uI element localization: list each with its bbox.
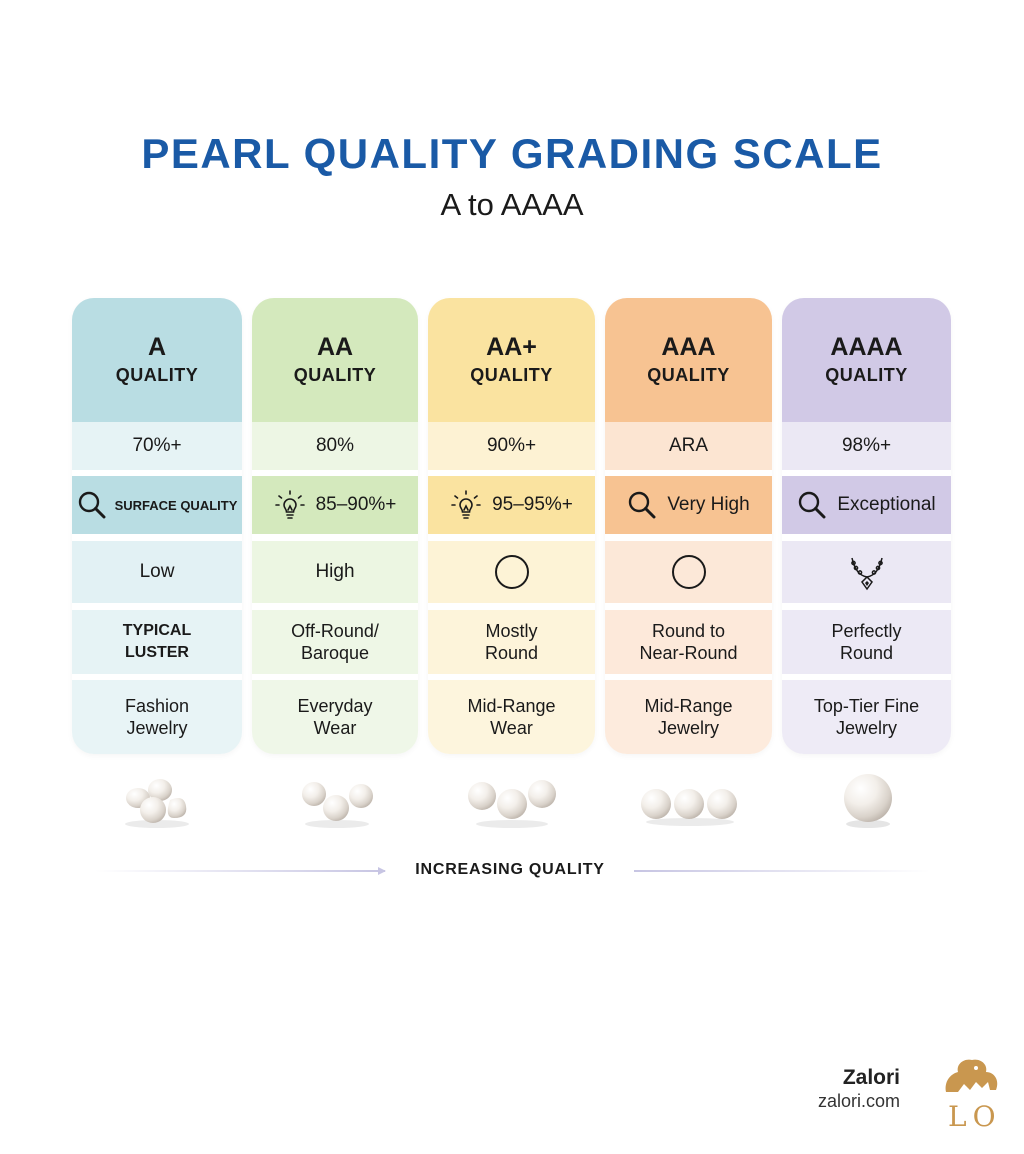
grade-column-aa-plus: AA+ QUALITY 90%+ 95–95%+ Mostly Round Mid… [428,298,595,754]
grade-label: AA+ [486,333,537,361]
shape-line-1: Off-Round/ [291,621,379,641]
round-pearl-trio [641,789,737,826]
quality-label: QUALITY [825,365,908,385]
logo-text: LO [948,1100,1002,1133]
surface-cell: 85–90%+ [252,476,418,534]
shape-cell: Round to Near-Round [605,610,772,674]
grade-column-aa: AA QUALITY 80% 85–90%+ High Off-Round/Ba… [252,298,418,754]
grade-label: AA [316,333,354,361]
shape-line-1: Mostly [485,621,538,641]
use-cell: Mid-Range Jewelry [605,680,772,754]
use-line-2: Wear [313,718,357,738]
percent-cell: 98%+ [782,422,951,470]
increasing-quality-label: INCREASING QUALITY [415,861,605,878]
surface-label: Exceptional [837,494,936,515]
shape-line-2: Near-Round [639,643,738,663]
percent-cell: 80% [252,422,418,470]
use-cell: Fashion Jewelry [72,680,242,754]
surface-label: 95–95%+ [492,494,573,515]
brand-name: Zalori [842,1066,900,1089]
mostly-round-pearl-trio [468,780,556,828]
quality-label: QUALITY [293,365,377,385]
shape-line-2: Baroque [300,643,370,663]
surface-label: Very High [667,494,750,515]
lightbulb-icon [274,490,305,519]
luster-cell [782,541,951,603]
quality-label: QUALITY [647,365,730,385]
grade-header: AA+ QUALITY [428,298,595,422]
use-line-2: Jewelry [835,718,897,738]
grade-header: AAAA QUALITY [782,298,951,422]
use-line-2: Wear [490,718,533,738]
surface-label: SURFACE QUALITY [114,497,238,513]
irregular-pearl-cluster [125,779,189,828]
surface-cell: Very High [605,476,772,534]
grade-label: A [147,333,167,361]
quality-arrow-left [95,870,385,872]
shape-line-1: TYPICAL [122,622,192,639]
lion-icon [945,1059,998,1092]
shape-line-1: Round to [651,621,726,641]
shape-line-1: Perfectly [831,621,902,641]
arrow-head-icon [378,867,386,875]
use-line-1: Mid-Range [467,696,556,716]
shape-line-2: Round [839,643,894,663]
surface-cell: Exceptional [782,476,951,534]
shape-cell: Perfectly Round [782,610,951,674]
magnifier-icon [799,491,826,519]
circle-icon [671,555,706,589]
luster-cell: High [252,541,418,603]
grade-header: AAA QUALITY [605,298,772,422]
percent-cell: 70%+ [72,422,242,470]
grade-column-aaa: AAA QUALITY ARA Very High Round to Near-R… [605,298,772,754]
use-line-1: Mid-Range [644,696,733,716]
page-title: PEARL QUALITY GRADING SCALE [141,130,883,177]
circle-icon [494,555,529,589]
lightbulb-icon [451,490,481,519]
percent-cell: 90%+ [428,422,595,470]
luster-cell: Low [72,541,242,603]
grade-label: AAA [661,333,716,361]
use-line-2: Jewelry [126,718,188,738]
percent-cell: ARA [605,422,772,470]
shape-cell: TYPICAL LUSTER [72,610,242,674]
luster-cell [605,541,772,603]
quality-label: QUALITY [115,365,199,385]
use-line-2: Jewelry [657,718,719,738]
use-line-1: Fashion [124,696,190,716]
brand-url: zalori.com [817,1091,900,1111]
magnifier-icon [78,491,106,519]
brand-logo: LO [918,1052,1018,1133]
single-perfect-pearl [844,774,892,828]
shape-line-2: Round [484,643,539,663]
use-line-1: Top-Tier Fine [813,696,920,716]
shape-cell: Mostly Round [428,610,595,674]
off-round-pearl-trio [302,782,373,828]
luster-cell [428,541,595,603]
surface-cell: 95–95%+ [428,476,595,534]
shape-line-2: LUSTER [124,644,189,661]
use-cell: Mid-Range Wear [428,680,595,754]
quality-arrow-right [634,870,930,872]
shape-cell: Off-Round/Baroque [252,610,418,674]
use-cell: Top-Tier Fine Jewelry [782,680,951,754]
use-cell: Everyday Wear [252,680,418,754]
surface-cell: SURFACE QUALITY [72,476,242,534]
grade-column-a: A QUALITY 70%+ SURFACE QUALITY Low TYPIC… [72,298,242,754]
page-subtitle: A to AAAA [440,187,584,222]
grade-header: AA QUALITY [252,298,418,422]
grade-label: AAAA [830,333,903,361]
grade-column-aaaa: AAAA QUALITY 98%+ Exceptional Perfectly R… [782,298,951,754]
use-line-1: Everyday [297,696,373,716]
grade-header: A QUALITY [72,298,242,422]
necklace-icon [850,557,883,591]
surface-label: 85–90%+ [315,494,397,515]
quality-label: QUALITY [470,365,553,385]
magnifier-icon [629,491,656,519]
